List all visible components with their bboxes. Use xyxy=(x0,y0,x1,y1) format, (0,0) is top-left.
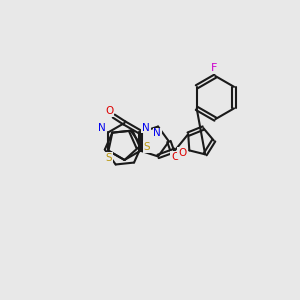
Text: O: O xyxy=(105,106,113,116)
Text: N: N xyxy=(153,128,161,139)
Text: O: O xyxy=(171,152,179,162)
Text: O: O xyxy=(178,148,187,158)
Text: S: S xyxy=(105,153,112,163)
Text: N: N xyxy=(142,123,150,133)
Text: S: S xyxy=(143,142,150,152)
Text: H: H xyxy=(178,148,186,158)
Text: F: F xyxy=(211,63,217,73)
Text: N: N xyxy=(98,123,106,133)
